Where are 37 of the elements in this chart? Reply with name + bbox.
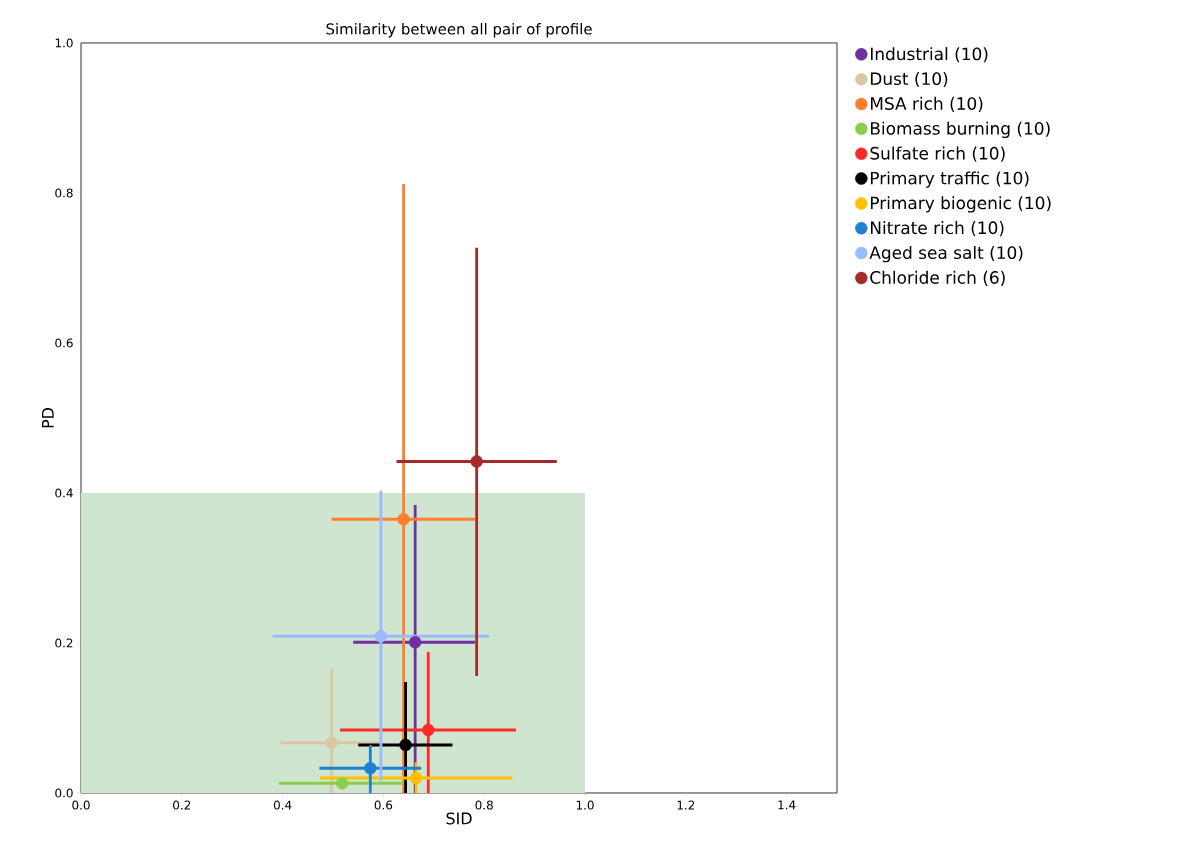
- y-tick-label: 0.4: [55, 488, 73, 498]
- point: [374, 630, 388, 643]
- legend-label: Aged sea salt (10): [869, 245, 1023, 263]
- x-tick-label: 1.4: [778, 800, 796, 810]
- y-tick-label: 0.2: [55, 638, 73, 648]
- legend-label: Primary traffic (10): [870, 171, 1029, 188]
- x-tick-label: 0.6: [374, 800, 393, 810]
- point: [397, 513, 410, 526]
- y-tick-label: 0.0: [55, 788, 73, 798]
- legend-label: Primary biogenic (10): [870, 196, 1051, 213]
- point: [325, 736, 338, 749]
- point: [399, 738, 412, 752]
- point: [408, 636, 422, 649]
- x-tick-label: 0.0: [72, 800, 90, 810]
- y-tick-label: 0.6: [55, 338, 73, 348]
- y-tick-label: 1.0: [55, 38, 73, 48]
- legend-label: Nitrate rich (10): [870, 221, 1004, 237]
- point: [422, 723, 435, 737]
- x-tick-label: 1.2: [677, 800, 695, 810]
- point: [409, 771, 423, 785]
- x-tick-label: 0.4: [273, 800, 292, 810]
- x-tick-label: 0.8: [475, 800, 493, 810]
- x-tick-label: 0.2: [173, 800, 191, 810]
- point: [470, 455, 483, 468]
- chart-title: Similarity between all pair of profile: [326, 23, 592, 38]
- legend-label: Sulfate rich (10): [870, 146, 1005, 162]
- point: [364, 762, 377, 775]
- legend-label: Dust (10): [870, 72, 948, 88]
- legend-label: Biomass burning (10): [870, 121, 1050, 139]
- x-tick-label: 1.0: [576, 800, 594, 810]
- y-axis-title: PD: [42, 407, 54, 428]
- legend-label: Industrial (10): [870, 47, 988, 63]
- y-tick-label: 0.8: [55, 188, 73, 198]
- legend-label: MSA rich (10): [870, 96, 983, 112]
- point: [335, 777, 349, 790]
- x-axis-title: SID: [446, 812, 472, 825]
- legend-label: Chloride rich (6): [870, 270, 1005, 286]
